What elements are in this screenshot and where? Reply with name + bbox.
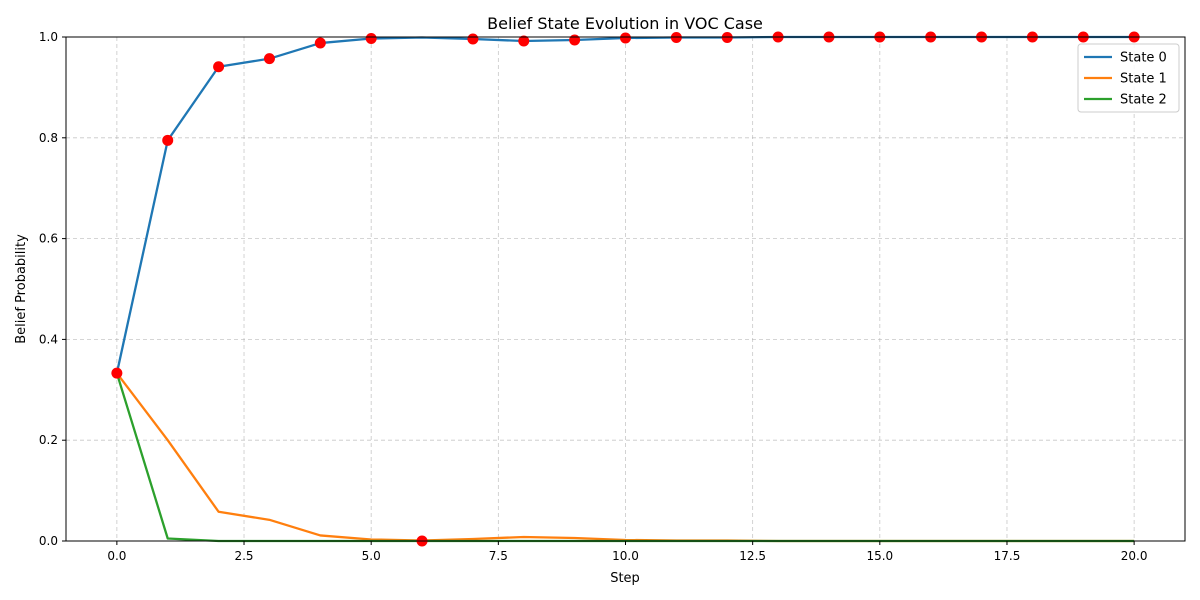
legend: State 0 State 1 State 2 [1077,43,1180,113]
legend-label: State 2 [1120,93,1167,108]
y-tick-label: 0.2 [39,433,58,447]
y-tick-label: 0.0 [39,534,58,548]
marker-point [670,32,682,44]
x-tick-label: 7.5 [489,549,508,563]
y-axis-label: Belief Probability [14,234,29,344]
x-tick-label: 20.0 [1121,549,1148,563]
y-tick-label: 0.6 [39,232,58,246]
marker-point [314,37,326,49]
y-tick-label: 0.4 [39,332,58,346]
x-tick-label: 17.5 [994,549,1021,563]
x-axis-label: Step [610,571,640,586]
x-tick-label: 10.0 [612,549,639,563]
marker-point [467,33,479,45]
marker-point [620,32,631,44]
grid-lines [66,36,1185,542]
marker-point [111,367,123,379]
x-tick-label: 2.5 [234,549,253,563]
y-tick-label: 1.0 [39,30,58,44]
marker-point [518,35,530,47]
marker-point [162,134,174,146]
marker-point [721,32,733,44]
marker-point [213,61,225,73]
legend-label: State 0 [1120,51,1167,66]
legend-box [1077,43,1180,113]
marker-points [111,31,1140,547]
marker-point [569,34,581,46]
x-tick-label: 5.0 [362,549,381,563]
chart-title: Belief State Evolution in VOC Case [487,14,763,33]
x-tick-label: 12.5 [739,549,766,563]
marker-point [365,33,377,45]
marker-point [263,53,275,65]
legend-label: State 1 [1120,72,1167,87]
x-tick-label: 0.0 [107,549,126,563]
axis-ticks: 0.0 2.5 5.0 7.5 10.0 12.5 15.0 17.5 20.0 0.0 0.2 0.… [39,30,1148,563]
x-tick-label: 15.0 [866,549,893,563]
y-tick-label: 0.8 [39,131,58,145]
